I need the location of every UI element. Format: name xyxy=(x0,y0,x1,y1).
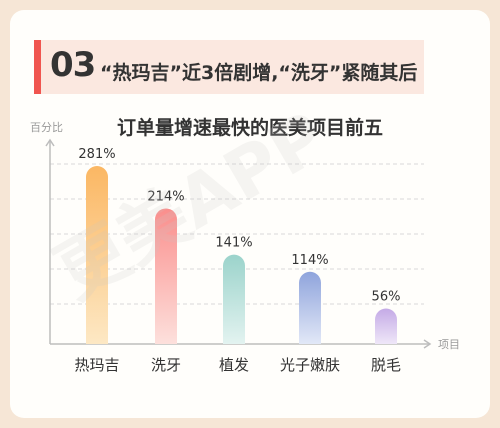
category-label: 光子嫩肤 xyxy=(280,356,340,374)
y-axis-arrow xyxy=(45,138,55,147)
category-label: 脱毛 xyxy=(371,356,401,374)
category-label: 植发 xyxy=(219,356,249,374)
bar-value-label: 214% xyxy=(147,189,184,204)
bar-value-label: 141% xyxy=(215,236,252,251)
bar-光子嫩肤 xyxy=(299,271,321,344)
chart-title: 订单量增速最快的医美项目前五 xyxy=(116,117,383,139)
section-title: “热玛吉”近3倍剧增,“洗牙”紧随其后 xyxy=(100,62,418,84)
section-number: 03 xyxy=(50,45,96,85)
x-axis-arrow xyxy=(423,339,432,349)
category-label: 热玛吉 xyxy=(74,356,119,374)
header-band xyxy=(34,40,424,94)
header-accent-bar xyxy=(34,40,41,94)
category-label: 洗牙 xyxy=(151,356,181,374)
bar-value-label: 56% xyxy=(372,290,401,305)
bar-热玛吉 xyxy=(86,166,108,344)
bar-value-label: 114% xyxy=(291,253,328,268)
x-axis-label: 项目 xyxy=(438,338,460,351)
bar-value-label: 281% xyxy=(78,147,115,162)
bar-洗牙 xyxy=(155,208,177,344)
bar-植发 xyxy=(223,254,245,344)
bar-脱毛 xyxy=(375,308,397,344)
y-axis-label: 百分比 xyxy=(30,121,63,134)
